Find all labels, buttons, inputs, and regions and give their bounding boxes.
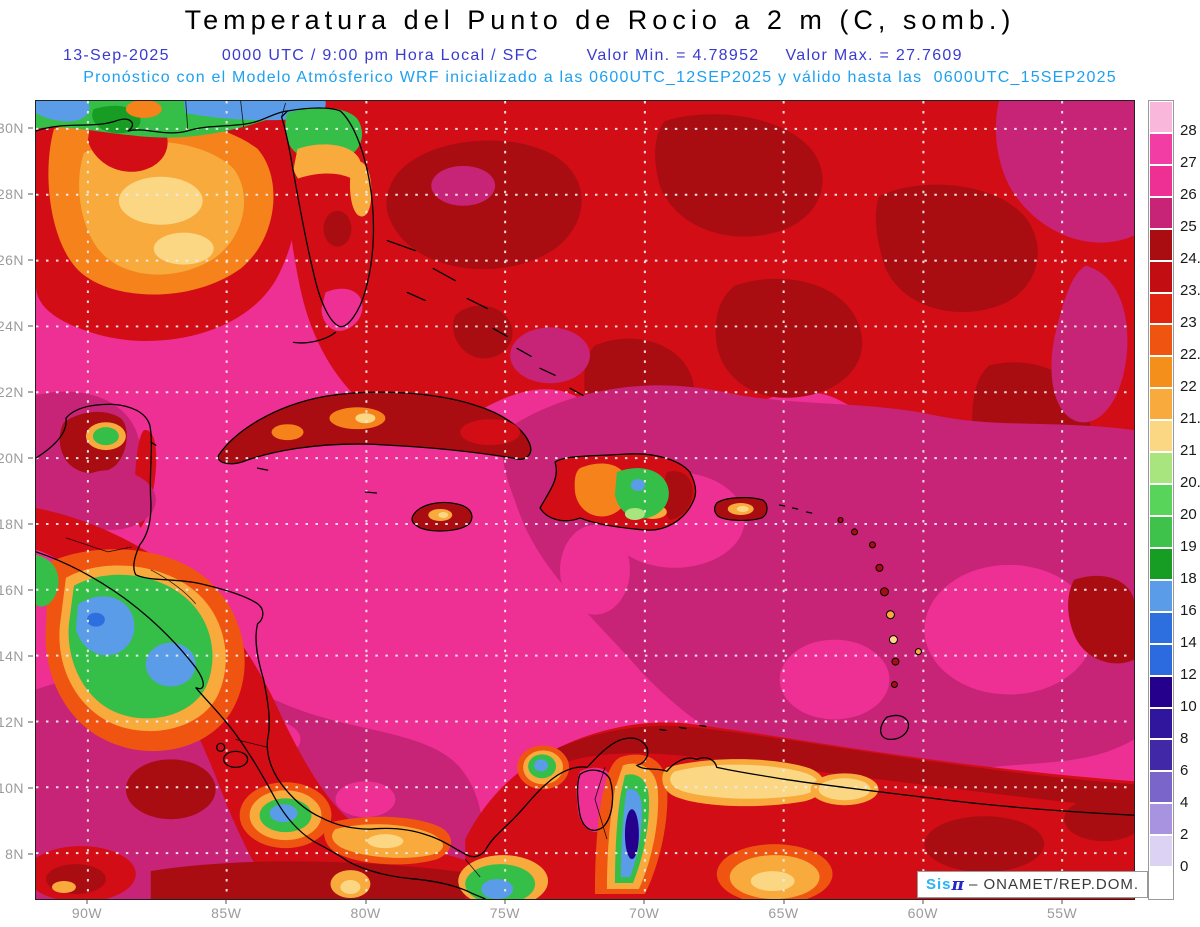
run-date: 13-Sep-2025 bbox=[63, 47, 170, 64]
colorbar-block bbox=[1149, 228, 1173, 261]
colorbar-tick-label: 20.5 bbox=[1180, 474, 1200, 491]
longitude-axis: 90W 85W 80W 75W 70W 65W 60W 55W bbox=[35, 900, 1135, 927]
lon-label: 65W bbox=[762, 900, 806, 921]
colorbar-block bbox=[1149, 388, 1173, 421]
lat-label: 14N bbox=[0, 647, 33, 665]
latitude-axis: 30N 28N 26N 24N 22N 20N 18N 16N 14N 12N 10N 8N bbox=[0, 100, 34, 900]
colorbar-tick-label: 24.5 bbox=[1180, 250, 1200, 267]
colorbar-tick-label: 2 bbox=[1180, 826, 1189, 843]
hispaniola-region bbox=[539, 453, 697, 531]
colorbar-block bbox=[1149, 515, 1173, 548]
lat-label: 12N bbox=[0, 713, 33, 731]
subtitle-line2: Pronóstico con el Modelo Atmósferico WRF… bbox=[83, 69, 1117, 86]
lon-label: 55W bbox=[1040, 900, 1084, 921]
colorbar-tick-label: 14 bbox=[1180, 634, 1197, 651]
lon-label: 80W bbox=[344, 900, 388, 921]
colorbar-tick-label: 27 bbox=[1180, 154, 1197, 171]
colorbar-tick-label: 22.5 bbox=[1180, 346, 1200, 363]
central-america-region bbox=[36, 507, 566, 899]
colorbar-block bbox=[1149, 356, 1173, 389]
colorbar-block bbox=[1149, 324, 1173, 357]
colorbar-block bbox=[1149, 132, 1173, 165]
lat-label: 28N bbox=[0, 185, 33, 203]
colorbar-tick-label: 25 bbox=[1180, 218, 1197, 235]
colorbar-tick-label: 28 bbox=[1180, 122, 1197, 139]
colorbar-block bbox=[1149, 579, 1173, 612]
page-title: Temperatura del Punto de Rocio a 2 m (C,… bbox=[184, 5, 1016, 35]
colorbar-tick-label: 20 bbox=[1180, 506, 1197, 523]
map-canvas bbox=[35, 100, 1135, 900]
lon-label: 60W bbox=[901, 900, 945, 921]
colorbar-tick-label: 19 bbox=[1180, 538, 1197, 555]
colorbar-block bbox=[1149, 420, 1173, 453]
gulf-of-mexico-region bbox=[36, 101, 326, 341]
lat-label: 26N bbox=[0, 251, 33, 269]
colorbar-tick-label: 6 bbox=[1180, 762, 1189, 779]
colorbar-block bbox=[1149, 292, 1173, 325]
max-value-text: Valor Max. = 27.7609 bbox=[785, 47, 963, 64]
colorbar-block bbox=[1149, 484, 1173, 516]
colorbar-block bbox=[1149, 260, 1173, 293]
colorbar-labels: 2827262524.523.52322.52221.52120.5201918… bbox=[1180, 100, 1200, 900]
colorbar-tick-label: 0 bbox=[1180, 858, 1189, 875]
grid-lines bbox=[36, 101, 1134, 899]
watermark-source: – ONAMET/REP.DOM. bbox=[968, 876, 1140, 893]
lesser-antilles-islands bbox=[837, 516, 922, 689]
colorbar-tick-label: 23.5 bbox=[1180, 282, 1200, 299]
lon-label: 75W bbox=[483, 900, 527, 921]
watermark-sis: Sis bbox=[926, 876, 952, 893]
watermark-box: Sis π – ONAMET/REP.DOM. bbox=[917, 871, 1149, 898]
colorbar-tick-label: 12 bbox=[1180, 666, 1197, 683]
colorbar bbox=[1148, 100, 1174, 900]
colorbar-block bbox=[1149, 101, 1173, 133]
colorbar-block bbox=[1149, 196, 1173, 229]
coastlines bbox=[36, 107, 1134, 899]
colorbar-block bbox=[1149, 547, 1173, 580]
lat-label: 16N bbox=[0, 581, 33, 599]
dewpoint-field-svg bbox=[36, 101, 1134, 899]
lon-label: 90W bbox=[65, 900, 109, 921]
colorbar-block bbox=[1149, 164, 1173, 197]
colorbar-block bbox=[1149, 675, 1173, 708]
valid-time: 0000 UTC / 9:00 pm Hora Local / SFC bbox=[221, 47, 539, 64]
lat-label: 22N bbox=[0, 383, 33, 401]
colorbar-block bbox=[1149, 643, 1173, 676]
lat-label: 10N bbox=[0, 779, 33, 797]
colorbar-block bbox=[1149, 707, 1173, 740]
min-value-text: Valor Min. = 4.78952 bbox=[586, 47, 760, 64]
colorbar-block bbox=[1149, 452, 1173, 485]
lat-label: 20N bbox=[0, 449, 33, 467]
subtitle-line1: 13-Sep-2025 0000 UTC / 9:00 pm Hora Loca… bbox=[35, 47, 1155, 65]
colorbar-block bbox=[1149, 867, 1173, 900]
lat-label: 24N bbox=[0, 317, 33, 335]
colorbar-tick-label: 8 bbox=[1180, 730, 1189, 747]
south-america-region bbox=[458, 722, 1134, 899]
lat-label: 8N bbox=[5, 845, 33, 863]
colorbar-block bbox=[1149, 803, 1173, 836]
lon-label: 85W bbox=[204, 900, 248, 921]
lon-label: 70W bbox=[622, 900, 666, 921]
lat-label: 18N bbox=[0, 515, 33, 533]
colorbar-block bbox=[1149, 611, 1173, 644]
colorbar-block bbox=[1149, 835, 1173, 868]
lat-label: 30N bbox=[0, 119, 33, 137]
political-borders bbox=[65, 101, 608, 878]
colorbar-tick-label: 26 bbox=[1180, 186, 1197, 203]
puerto-rico-region bbox=[714, 497, 768, 521]
colorbar-tick-label: 18 bbox=[1180, 570, 1197, 587]
watermark-pi-icon: π bbox=[951, 874, 965, 895]
colorbar-tick-label: 16 bbox=[1180, 602, 1197, 619]
colorbar-tick-label: 21.5 bbox=[1180, 410, 1200, 427]
colorbar-tick-label: 10 bbox=[1180, 698, 1197, 715]
colorbar-tick-label: 4 bbox=[1180, 794, 1189, 811]
colorbar-tick-label: 22 bbox=[1180, 378, 1197, 395]
colorbar-tick-label: 21 bbox=[1180, 442, 1197, 459]
colorbar-block bbox=[1149, 771, 1173, 804]
cuba-region bbox=[217, 391, 532, 465]
colorbar-block bbox=[1149, 739, 1173, 772]
colorbar-tick-label: 23 bbox=[1180, 314, 1197, 331]
